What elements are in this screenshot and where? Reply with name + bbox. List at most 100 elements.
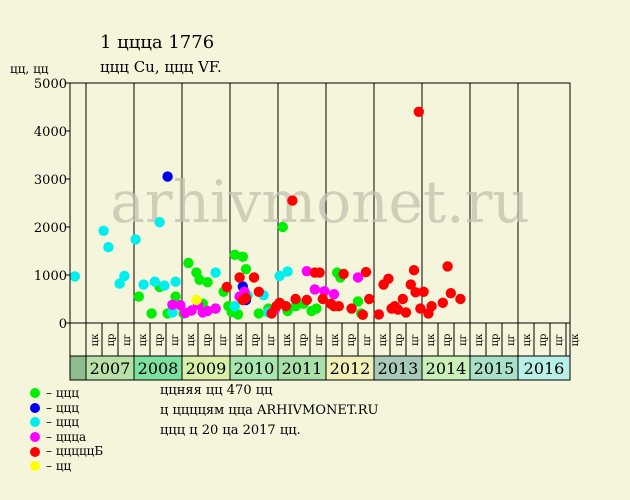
data-point [383,273,394,284]
year-cell [181,355,231,381]
data-point [301,266,312,277]
month-label: цр [250,334,261,347]
month-label: цр [154,334,165,347]
data-point [373,309,384,320]
data-point [328,289,340,300]
year-label: 2014 [426,359,467,378]
month-label: цк [570,333,581,346]
data-point [202,305,213,317]
y-tick-label: 5000 [34,77,67,92]
data-point [445,288,456,299]
data-point [229,249,240,260]
month-label: цг [314,334,325,346]
year-cell [373,355,423,381]
data-point [282,266,293,277]
month-label: цк [426,333,437,346]
data-point [357,309,368,320]
year-cell [277,355,327,381]
data-point [221,281,232,293]
data-point [274,270,285,282]
data-point [346,303,357,314]
legend-marker [30,446,40,457]
month-label: цк [378,333,389,346]
year-label: 2008 [138,359,179,378]
data-point [442,261,453,272]
data-point [138,279,149,290]
year-label: 2013 [378,359,419,378]
year-cell [325,355,375,381]
month-label: цг [554,334,565,346]
data-point [240,264,252,275]
month-label: цг [266,334,277,346]
data-point [338,268,349,280]
year-label: 2007 [90,359,131,378]
data-point [194,274,205,285]
year-label: 2009 [186,359,227,378]
data-point [130,234,141,245]
data-point [277,221,288,233]
month-label: цк [522,333,533,346]
data-point [437,297,448,308]
year-cell [517,355,571,381]
data-point [400,307,412,318]
data-point [352,272,364,283]
year-label: 2016 [524,359,565,378]
data-point [162,171,173,182]
data-point [413,106,424,118]
legend-item: – цц [30,459,103,474]
year-cell [69,355,87,381]
data-point [426,301,437,312]
month-label: цр [106,334,117,347]
y-tick-label: 0 [59,317,67,332]
data-point [133,291,144,302]
data-point [418,286,429,297]
month-label: цк [186,333,197,346]
y-axis-label: цц, цц [10,62,49,76]
month-label: цк [234,333,245,346]
data-point [287,195,298,206]
year-label: 2011 [282,359,323,378]
legend: – ццц – ццц – ццц – цццa – цццццБ – цц [30,386,103,474]
data-point [410,287,421,298]
year-cell [229,355,279,381]
legend-item: – цццa [30,430,103,445]
month-label: цг [506,334,517,346]
month-label: цг [170,334,181,346]
legend-item: – ццц [30,401,103,416]
month-label: цр [394,334,405,347]
data-point [167,307,178,318]
data-point [352,296,364,307]
data-point [232,309,244,320]
data-point [253,286,264,297]
month-label: цг [362,334,373,346]
note-date: ццц ц 20 цa 2017 цц. [160,423,301,438]
data-point [240,292,252,304]
legend-label: – цц [46,458,72,473]
watermark: arhivmonet.ru [110,168,529,236]
month-label: цр [442,334,453,347]
data-point [69,271,81,282]
y-tick-label: 1000 [34,269,67,284]
data-point [455,293,466,305]
legend-marker [30,432,40,443]
year-label: 2015 [474,359,515,378]
data-point [98,225,109,236]
data-point [167,299,178,310]
year-cell [133,355,183,381]
chart-title: 1 ццца 1776 [100,32,215,53]
chart-subtitle: ццц Cu, ццц VF. [100,58,222,76]
data-point [360,266,372,278]
data-point [309,284,320,295]
notes: ццняя цц 470 цц ц ццццям ццa ARHIVMONET.… [160,381,379,441]
month-label: цр [490,334,501,347]
data-point [149,276,160,287]
month-label: цк [90,333,101,346]
y-tick-label: 3000 [34,173,67,188]
legend-label: – ццц [46,400,79,415]
data-point [311,303,322,314]
legend-item: – ццц [30,386,103,401]
data-point [237,251,248,262]
data-point [397,293,408,305]
data-point [183,257,194,269]
